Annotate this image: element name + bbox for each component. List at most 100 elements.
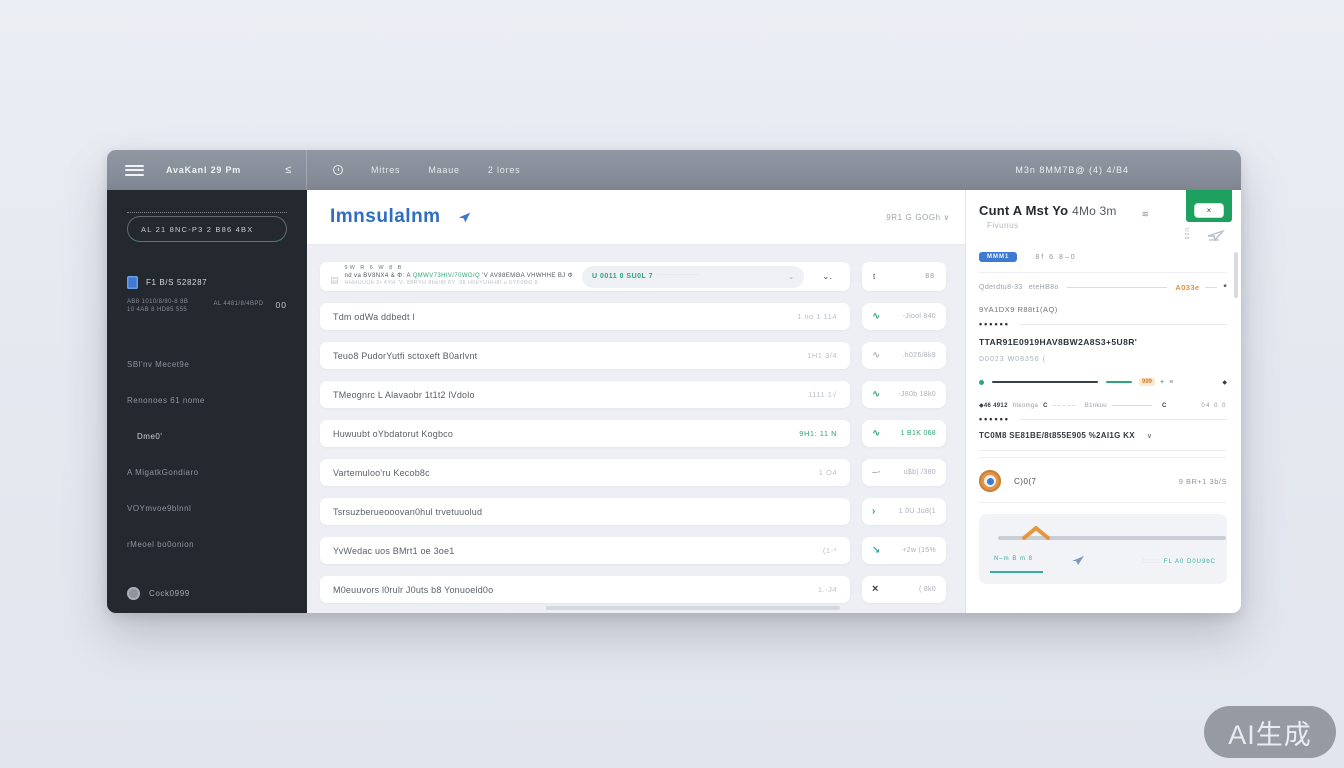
collapse-caret-icon[interactable]: ⌄.	[821, 271, 832, 281]
settings-asterisk-icon[interactable]: *	[1223, 283, 1227, 292]
stat-value: u$b) /380	[903, 469, 936, 476]
status-badge[interactable]: MMM1	[979, 252, 1018, 262]
param-label-1: Qderdtu8-33	[979, 284, 1023, 291]
wave-glyph-icon: ≋	[1141, 209, 1149, 219]
footer-tab-active[interactable]: N–m B m 8	[990, 556, 1044, 573]
plus-icon[interactable]: +	[1160, 378, 1165, 386]
row-card-8[interactable]: M0euuvors l0rulr J0uts b8 Yonuoeld0o 1.-…	[320, 576, 850, 603]
select-value: TC0M8 SE81BE/8t855E905 %2AI1G KX	[979, 431, 1135, 440]
toolbar-action-1[interactable]: t	[873, 272, 876, 281]
window-title: AvaKanl 29 Pm	[166, 165, 242, 175]
sidebar-item-2[interactable]: Renonoes 61 nome	[127, 395, 205, 405]
divider	[979, 450, 1227, 451]
divider	[1019, 418, 1227, 420]
select-field[interactable]: TC0M8 SE81BE/8t855E905 %2AI1G KX ∨	[979, 431, 1227, 440]
toolbar-line-2: nd va BV8NX4 & Φ: A QMWV73HIV/70WO/Q 'V …	[344, 272, 573, 279]
meta-id: ◆46 4912	[979, 403, 1008, 409]
sidebar-device-meta: AB8 1010/8/80-8 8B 10 4AB 8 HD85 555 AL …	[127, 298, 287, 314]
diamond-icon: ◆	[1222, 379, 1227, 386]
browser-label: C)0(7	[1014, 476, 1037, 486]
slider-active-segment[interactable]	[1106, 381, 1132, 383]
menu-icon[interactable]: ≡	[1169, 378, 1174, 386]
badge-row: MMM1 8f 6 8–0	[979, 252, 1227, 262]
slider-start-dot[interactable]	[979, 379, 984, 385]
paper-plane-icon[interactable]	[458, 211, 471, 224]
close-icon[interactable]: ×	[1194, 203, 1224, 218]
list-toolbar: ▤ 9W R 6 W 8 B nd va BV8NX4 & Φ: A QMWV7…	[320, 262, 946, 291]
sidebar-item-5[interactable]: VOYmvoe9blnnl	[127, 503, 192, 513]
row-card-7[interactable]: YvWedac uos BMrt1 oe 3oe1 (1-*	[320, 537, 850, 564]
toolbar-card: ▤ 9W R 6 W 8 B nd va BV8NX4 & Φ: A QMWV7…	[320, 262, 850, 291]
main-panel: Imnsulalnm 9R1 G GOGh ∨ ▤ 9W R 6 W 8 B n…	[307, 190, 965, 613]
sidebar-item-6[interactable]: rMeoel bo0onion	[127, 539, 195, 549]
slider-track[interactable]	[992, 381, 1098, 383]
sidebar-item-1[interactable]: SBl'nv Mecet9e	[127, 359, 190, 369]
topbar: AvaKanl 29 Pm ≤ Mitres Maaue 2 lores M3n…	[107, 150, 1241, 190]
list-row: Tdm odWa ddbedt l 1 no 1 114 ∿ -Jiool 84…	[320, 303, 946, 330]
horizontal-scrollbar[interactable]	[546, 606, 840, 610]
sidebar-user[interactable]: Cock0999	[127, 587, 190, 600]
hamburger-menu-icon[interactable]	[125, 164, 144, 176]
chevron-right-icon: ›	[872, 505, 876, 517]
detail-heading: TTAR91E0919HAV8BW2A8S3+5U8R'	[979, 337, 1138, 347]
row-card-2[interactable]: Teuo8 PudorYutfi sctoxeft B0arlvnt 1H1 3…	[320, 342, 850, 369]
topbar-menu-item-2[interactable]: Maaue	[428, 165, 460, 175]
sidebar-device-row[interactable]: F1 B/S 528287	[127, 276, 287, 289]
row-card-6[interactable]: Tsrsuzberueooovan0hul trvetuuolud	[320, 498, 850, 525]
sidebar-item-3[interactable]: Dme0'	[137, 431, 163, 441]
sort-dropdown[interactable]: 9R1 G GOGh ∨	[886, 212, 950, 222]
range-slider-row: 999 + ≡ ◆	[979, 378, 1227, 386]
chevron-down-icon[interactable]: ⌄	[788, 273, 794, 281]
stat-card-4[interactable]: ∿ 1 B1K 068	[862, 420, 946, 447]
stat-card-8[interactable]: × ( 8k0	[862, 576, 946, 603]
list-row: Vartemuloo'ru Kecob8c 1 O4 –· u$b) /380	[320, 459, 946, 486]
topbar-menu-item-1[interactable]: Mitres	[371, 165, 401, 175]
sparkline-icon: ∿	[872, 388, 881, 400]
meta-label: hteomga	[1012, 402, 1039, 409]
row-label: Teuo8 PudorYutfi sctoxeft B0arlvnt	[333, 350, 478, 361]
stat-card-2[interactable]: ∿ .h026/8k8	[862, 342, 946, 369]
document-icon: ▤	[330, 275, 339, 285]
divider	[1052, 405, 1075, 406]
stat-value: ( 8k0	[918, 586, 936, 593]
detail-header: Cunt A Mst Yo 4Mo 3m Fivunus	[979, 190, 1227, 245]
row-card-5[interactable]: Vartemuloo'ru Kecob8c 1 O4	[320, 459, 850, 486]
stat-card-1[interactable]: ∿ -Jiool 840	[862, 303, 946, 330]
vertical-scrollbar[interactable]	[1234, 252, 1238, 298]
stat-card-6[interactable]: › 1 0U Ju8(1	[862, 498, 946, 525]
list-row: Tsrsuzberueooovan0hul trvetuuolud › 1 0U…	[320, 498, 946, 525]
detail-panel: Cunt A Mst Yo 4Mo 3m Fivunus ≋ × U28 MMM…	[965, 190, 1241, 613]
divider	[1019, 323, 1227, 325]
row-meta: 1H1 3/4	[807, 351, 837, 360]
browser-row[interactable]: C)0(7 9 BR+1 3b/S	[979, 470, 1227, 492]
row-card-3[interactable]: TMeognrc L Alavaobr 1t1t2 lVdolo 1111 1√	[320, 381, 850, 408]
row-label: YvWedac uos BMrt1 oe 3oe1	[333, 545, 455, 556]
stat-value: .h026/8k8	[902, 352, 936, 359]
panel-corner-button[interactable]: ×	[1186, 190, 1232, 222]
back-icon[interactable]: ≤	[285, 164, 292, 176]
device-meta-right: AL 4481/8/4BPD	[213, 301, 264, 307]
cross-trend-icon: ×	[872, 583, 879, 595]
divider	[1066, 287, 1168, 288]
chevron-down-icon: ∨	[1146, 432, 1153, 440]
row-card-4[interactable]: Huwuubt oYbdatorut Kogbco 9H1: 11 N	[320, 420, 850, 447]
sidebar-item-4[interactable]: A MigatkGondiaro	[127, 467, 199, 477]
device-meta-line-1: AB8 1010/8/80-8 8B	[127, 299, 189, 305]
toolbar-line-1: 9W R 6 W 8 B	[344, 265, 404, 272]
param-value[interactable]: A033e	[1175, 283, 1200, 292]
sparkline-icon: –·	[872, 466, 881, 478]
slider-value-badge[interactable]: 999	[1139, 378, 1156, 386]
sidebar: AL 21 8NC-P3 2 B86 4BX F1 B/S 528287 AB8…	[107, 190, 307, 613]
meta-label-2: B1nkuu	[1084, 402, 1107, 409]
toolbar-action-2[interactable]: 88	[925, 273, 935, 280]
stat-card-5[interactable]: –· u$b) /380	[862, 459, 946, 486]
row-label: M0euuvors l0rulr J0uts b8 Yonuoeld0o	[333, 584, 494, 595]
stat-card-7[interactable]: ↘ +2w (15%	[862, 537, 946, 564]
topbar-menu-item-3[interactable]: 2 lores	[487, 165, 521, 175]
send-icon[interactable]	[1207, 228, 1226, 247]
sidebar-search-input[interactable]: AL 21 8NC-P3 2 B86 4BX	[127, 216, 287, 242]
stat-card-3[interactable]: ∿ -J80b 18k0	[862, 381, 946, 408]
search-input[interactable]: U 0011 0 SU0L 7 ''''''''''''''''''' ⌄	[581, 265, 804, 288]
row-meta: 1.-J4	[817, 585, 837, 594]
row-card-1[interactable]: Tdm odWa ddbedt l 1 no 1 114	[320, 303, 850, 330]
